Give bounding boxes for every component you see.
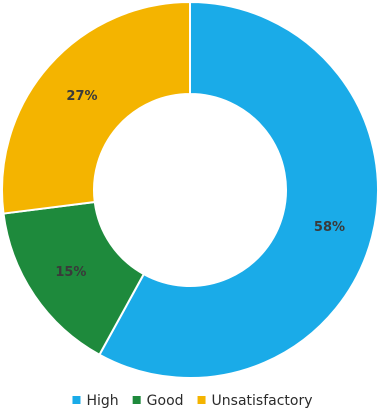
legend-label-good: Good	[147, 393, 184, 409]
legend-label-unsatisfactory: Unsatisfactory	[212, 393, 313, 409]
data-label-high: 58%	[314, 220, 345, 235]
legend-swatch-good	[132, 396, 141, 404]
legend-swatch-unsatisfactory	[197, 396, 206, 404]
slice-unsatisfactory	[1, 0, 191, 215]
legend-label-high: High	[86, 393, 118, 409]
donut-slices	[1, 0, 379, 379]
data-labels: 58% 15% 27%	[55, 89, 345, 280]
data-label-good: 15%	[55, 265, 86, 280]
slice-high	[98, 0, 379, 379]
legend-swatch-high	[72, 396, 81, 404]
data-label-unsatisfactory: 27%	[66, 89, 97, 104]
legend: High Good Unsatisfactory	[72, 393, 313, 409]
